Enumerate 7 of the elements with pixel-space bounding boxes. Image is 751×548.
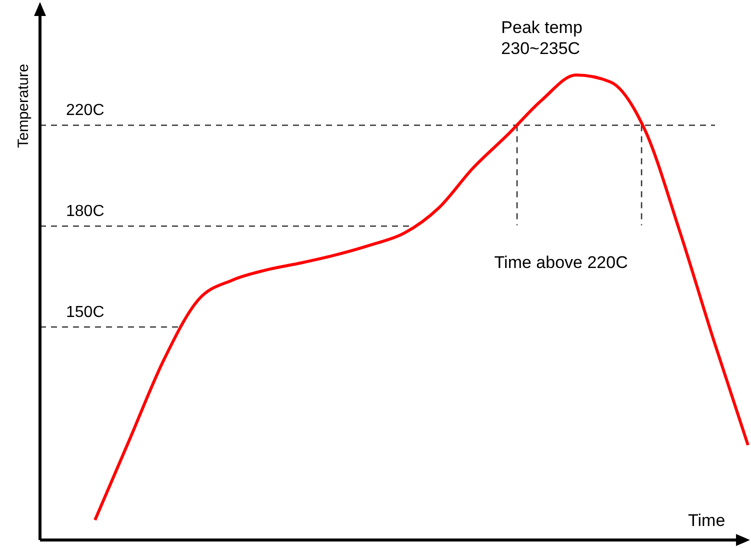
ref-line-label: 150C [66,304,104,322]
ref-line-label: 220C [66,102,104,120]
ref-line-label: 180C [66,203,104,220]
x-axis-title: Time [688,511,726,530]
y-axis-title: Temperature [15,64,32,148]
text: Peak temp 230~235C [501,18,582,58]
annotation: Time above 220C [494,253,628,272]
